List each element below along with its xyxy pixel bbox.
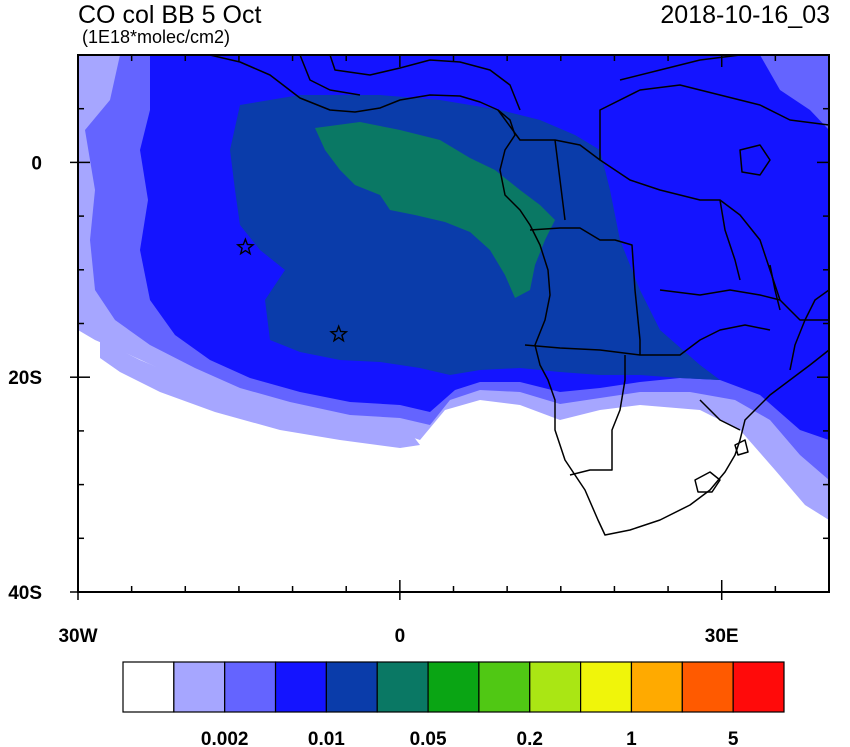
map-title: CO col BB 5 Oct <box>78 1 262 29</box>
colorbar-swatch <box>122 661 175 713</box>
colorbar-label: 0.2 <box>517 729 543 747</box>
colorbar-swatch <box>529 661 582 713</box>
x-tick-label: 30E <box>705 626 739 647</box>
y-tick-label: 0 <box>31 153 42 174</box>
x-tick-label: 30W <box>58 626 97 647</box>
colorbar-label: 0.01 <box>308 729 345 747</box>
ticks-layer <box>70 54 830 600</box>
colorbar-swatch <box>274 661 327 713</box>
colorbar-label: 0.05 <box>410 729 447 747</box>
colorbar-swatch <box>325 661 378 713</box>
border-line-9 <box>329 55 521 111</box>
lesotho-border <box>694 471 721 493</box>
west-africa-coast <box>209 55 829 536</box>
field-level-teal <box>315 122 555 298</box>
tick-labels-layer: 30W 0 30E 0 20S 40S <box>8 153 738 647</box>
eswatini-border <box>734 439 749 456</box>
border-line-11 <box>619 55 741 81</box>
colorbar-swatch <box>224 661 277 713</box>
colorbar-swatch <box>173 661 226 713</box>
co-field <box>78 55 829 592</box>
border-line-1 <box>524 324 771 356</box>
border-line-2 <box>529 227 641 355</box>
star-marker <box>329 324 349 343</box>
colorbar-label: 5 <box>728 729 739 747</box>
coastlines <box>209 55 829 536</box>
colorbar-label: 0.002 <box>201 729 249 747</box>
border-line-10 <box>299 55 361 96</box>
lake-malawi <box>769 264 781 311</box>
lake-tanganyika <box>719 199 741 281</box>
border-line-3 <box>569 355 626 476</box>
datetime-label: 2018-10-16_03 <box>660 1 830 29</box>
colorbar-label: 1 <box>626 729 637 747</box>
markers-layer <box>235 237 349 343</box>
border-line-5 <box>554 139 566 221</box>
colorbar-swatch <box>376 661 429 713</box>
colorbar-swatch <box>427 661 480 713</box>
border-line-6 <box>599 159 829 321</box>
x-tick-label: 0 <box>395 626 406 647</box>
star-marker <box>235 237 255 256</box>
colorbar: 0.002 0.01 0.05 0.2 1 5 <box>122 661 785 747</box>
y-tick-label: 40S <box>8 583 42 604</box>
field-level-lightblue-band <box>100 340 420 448</box>
y-tick-label: 20S <box>8 368 42 389</box>
colorbar-swatch <box>630 661 683 713</box>
lake-victoria <box>739 144 771 176</box>
border-line-8 <box>699 399 741 431</box>
colorbar-swatch <box>681 661 734 713</box>
units-label: (1E18*molec/cm2) <box>82 27 231 47</box>
colorbar-swatch <box>732 661 785 713</box>
border-line-7 <box>659 289 781 301</box>
border-line-4 <box>497 84 829 161</box>
colorbar-swatch <box>478 661 531 713</box>
colorbar-swatch <box>580 661 633 713</box>
